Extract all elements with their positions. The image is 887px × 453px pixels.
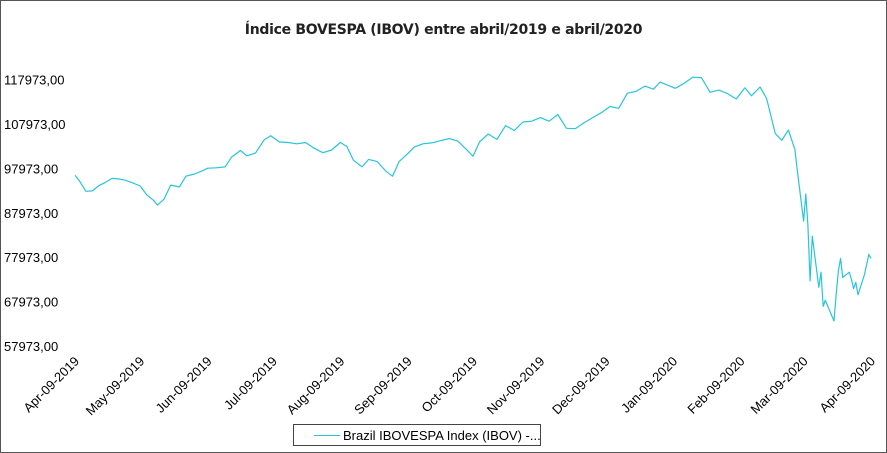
y-tick-label: 67973,00 bbox=[4, 295, 58, 310]
legend-label: Brazil IBOVESPA Index (IBOV) -... bbox=[343, 428, 541, 443]
y-tick-label: 107973,00 bbox=[4, 117, 65, 132]
x-tick-label: Jul-09-2019 bbox=[221, 354, 280, 413]
x-tick-label: Jun-09-2019 bbox=[153, 354, 215, 416]
x-tick-label: Jan-09-2020 bbox=[618, 354, 680, 416]
y-tick-label: 97973,00 bbox=[4, 161, 58, 176]
x-tick-label: Oct-09-2019 bbox=[418, 354, 480, 416]
x-tick-label: Nov-09-2019 bbox=[484, 354, 548, 418]
y-tick-label: 117973,00 bbox=[4, 73, 65, 88]
chart-title: Índice BOVESPA (IBOV) entre abril/2019 e… bbox=[244, 22, 643, 38]
x-tick-label: Apr-09-2020 bbox=[816, 354, 878, 416]
legend-swatch bbox=[314, 435, 340, 436]
legend: Brazil IBOVESPA Index (IBOV) -... bbox=[293, 424, 541, 446]
x-tick-label: Sep-09-2019 bbox=[351, 354, 415, 418]
x-axis: Apr-09-2019 May-09-2019 Jun-09-2019 Jul-09-… bbox=[20, 354, 878, 419]
y-tick-label: 57973,00 bbox=[4, 339, 58, 354]
x-tick-label: Feb-09-2020 bbox=[684, 354, 747, 417]
x-tick-label: May-09-2019 bbox=[83, 354, 148, 419]
x-tick-label: Apr-09-2019 bbox=[20, 354, 82, 416]
y-tick-label: 87973,00 bbox=[4, 206, 58, 221]
y-tick-label: 77973,00 bbox=[4, 250, 58, 265]
x-tick-label: Dec-09-2019 bbox=[549, 354, 613, 418]
x-tick-label: Aug-09-2019 bbox=[284, 354, 348, 418]
series-line bbox=[74, 76, 872, 322]
y-axis: 57973,00 67973,00 77973,00 87973,00 97973,00… bbox=[4, 73, 65, 354]
series-group bbox=[74, 76, 872, 322]
x-tick-label: Mar-09-2020 bbox=[747, 354, 810, 417]
